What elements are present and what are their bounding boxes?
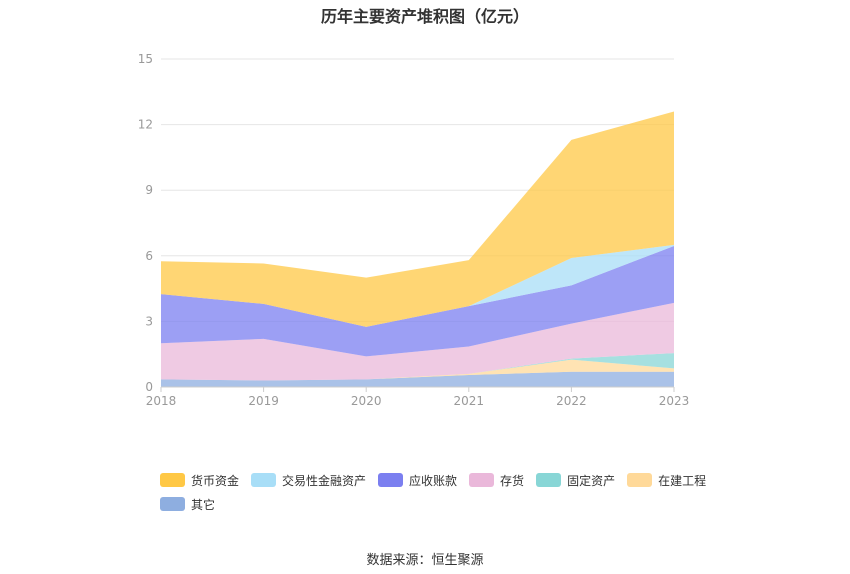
legend-label: 交易性金融资产 bbox=[282, 473, 367, 488]
legend-label: 货币资金 bbox=[191, 473, 240, 488]
y-tick-label: 6 bbox=[145, 249, 153, 263]
legend-swatch bbox=[378, 473, 404, 487]
x-axis-ticks: 2018 2019 2020 2021 2022 2023 bbox=[146, 387, 690, 408]
chart-title: 历年主要资产堆积图（亿元） bbox=[320, 7, 529, 26]
area-series bbox=[161, 111, 674, 387]
area-交易性金融资产 bbox=[161, 244, 674, 327]
x-tick-label: 2021 bbox=[454, 394, 485, 408]
x-tick-label: 2019 bbox=[248, 394, 279, 408]
y-tick-label: 3 bbox=[145, 314, 153, 328]
legend-label: 其它 bbox=[191, 497, 216, 512]
area-在建工程 bbox=[161, 359, 674, 381]
legend-swatch bbox=[469, 473, 495, 487]
y-tick-label: 9 bbox=[145, 183, 153, 197]
legend-item[interactable]: 固定资产 bbox=[536, 472, 615, 488]
data-source: 数据来源：恒生聚源 bbox=[366, 553, 484, 568]
legend-label: 应收账款 bbox=[409, 473, 458, 488]
x-tick-label: 2023 bbox=[659, 394, 690, 408]
x-tick-label: 2020 bbox=[351, 394, 382, 408]
y-tick-label: 12 bbox=[138, 118, 153, 132]
legend-item[interactable]: 货币资金 bbox=[160, 472, 239, 488]
legend-swatch bbox=[627, 473, 653, 487]
legend-item[interactable]: 交易性金融资产 bbox=[251, 472, 366, 488]
area-其它 bbox=[161, 371, 674, 387]
legend: 货币资金 交易性金融资产 应收账款 存货 固定资产 在建工程其它 bbox=[160, 472, 720, 512]
y-tick-label: 0 bbox=[145, 380, 153, 394]
legend-item[interactable]: 在建工程 bbox=[627, 472, 706, 488]
area-存货 bbox=[161, 302, 674, 381]
legend-item[interactable]: 存货 bbox=[469, 472, 524, 488]
x-tick-label: 2022 bbox=[556, 394, 587, 408]
legend-label: 固定资产 bbox=[567, 473, 616, 488]
legend-label: 在建工程 bbox=[658, 473, 707, 488]
y-tick-label: 15 bbox=[138, 52, 153, 66]
legend-swatch bbox=[160, 497, 185, 511]
legend-swatch bbox=[536, 473, 562, 487]
legend-swatch bbox=[160, 473, 185, 487]
legend-label: 存货 bbox=[500, 473, 525, 488]
y-axis: 0 3 6 9 12 15 bbox=[138, 52, 153, 394]
legend-swatch bbox=[251, 473, 277, 487]
stacked-area-chart: 0 3 6 9 12 15 2018 2019 2020 2021 2022 2023 bbox=[138, 52, 690, 408]
area-应收账款 bbox=[161, 245, 674, 357]
legend-item[interactable]: 应收账款 bbox=[378, 472, 457, 488]
legend-item[interactable]: 其它 bbox=[160, 496, 215, 512]
x-tick-label: 2018 bbox=[146, 394, 177, 408]
area-货币资金 bbox=[161, 111, 674, 327]
